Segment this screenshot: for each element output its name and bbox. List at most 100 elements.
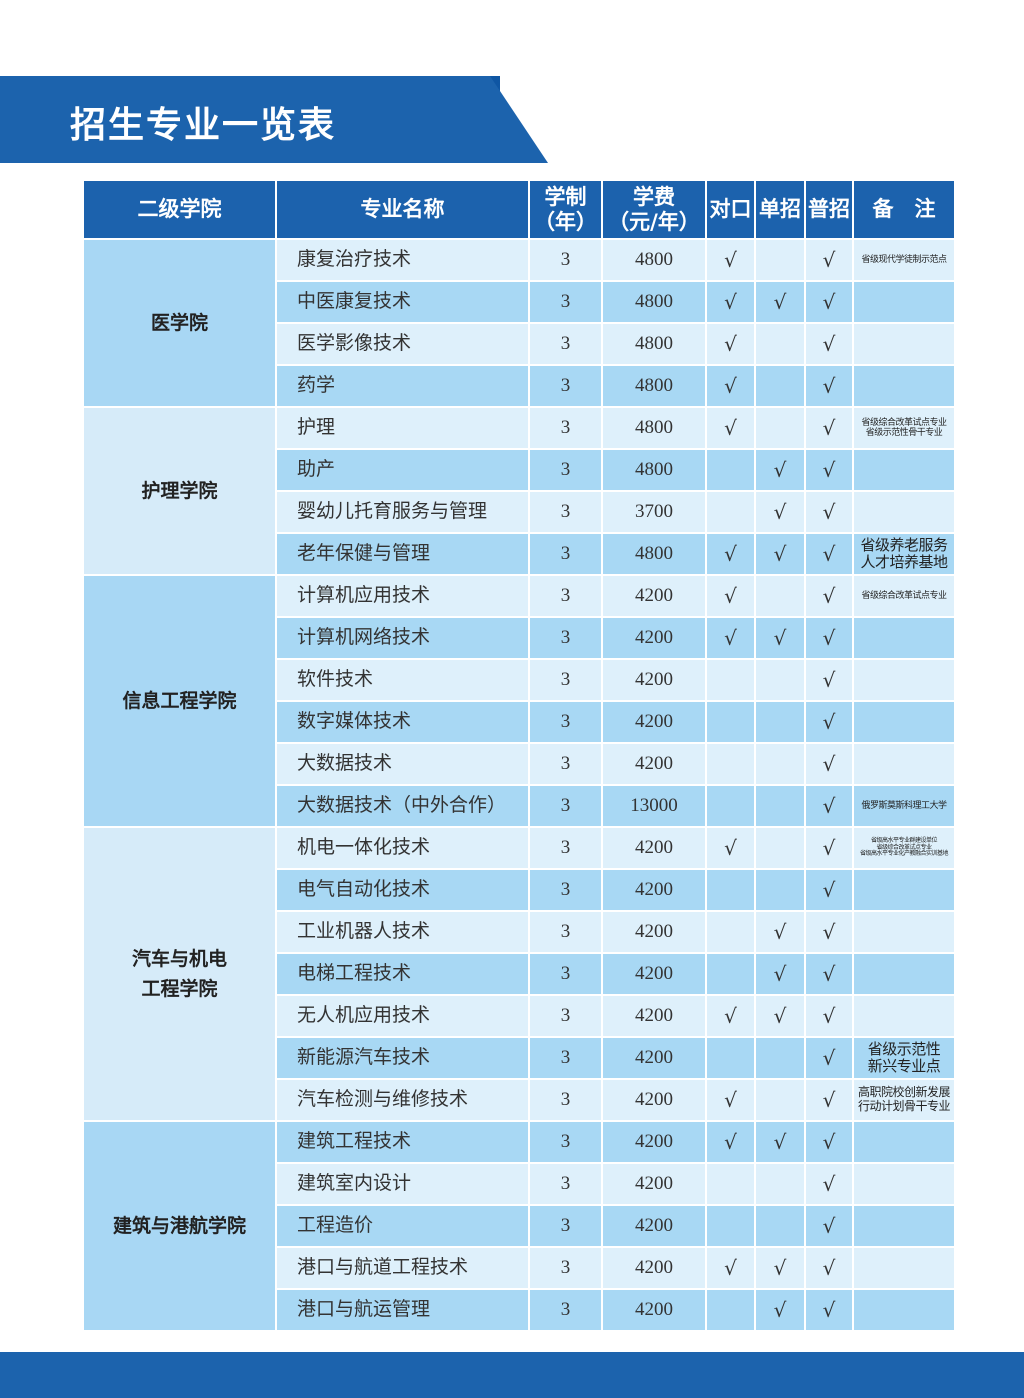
tuition: 4800	[602, 323, 706, 365]
puzhao-mark: √	[805, 575, 853, 617]
tuition: 4200	[602, 743, 706, 785]
puzhao-mark: √	[805, 491, 853, 533]
major-name: 康复治疗技术	[276, 239, 529, 281]
remark	[853, 1289, 955, 1331]
remark: 省级现代学徒制示范点	[853, 239, 955, 281]
danzhao-mark	[755, 827, 805, 869]
puzhao-mark: √	[805, 1163, 853, 1205]
remark	[853, 491, 955, 533]
years: 3	[529, 743, 602, 785]
college-name: 信息工程学院	[122, 689, 237, 712]
duikou-mark: √	[706, 239, 755, 281]
duikou-mark	[706, 911, 755, 953]
duikou-mark	[706, 953, 755, 995]
major-name: 机电一体化技术	[276, 827, 529, 869]
remark	[853, 701, 955, 743]
header-text: 二级学院	[137, 197, 222, 222]
duikou-mark	[706, 1205, 755, 1247]
years: 3	[529, 701, 602, 743]
years: 3	[529, 533, 602, 575]
years: 3	[529, 827, 602, 869]
puzhao-mark: √	[805, 281, 853, 323]
major-name: 工业机器人技术	[276, 911, 529, 953]
puzhao-mark: √	[805, 743, 853, 785]
tuition: 4200	[602, 617, 706, 659]
duikou-mark	[706, 449, 755, 491]
puzhao-mark: √	[805, 1247, 853, 1289]
years: 3	[529, 869, 602, 911]
tuition: 4800	[602, 407, 706, 449]
years: 3	[529, 1163, 602, 1205]
major-name: 汽车检测与维修技术	[276, 1079, 529, 1121]
major-name: 建筑工程技术	[276, 1121, 529, 1163]
years: 3	[529, 281, 602, 323]
college-name: 医学院	[150, 311, 208, 334]
duikou-mark: √	[706, 533, 755, 575]
remark	[853, 1247, 955, 1289]
danzhao-mark	[755, 659, 805, 701]
major-name: 电气自动化技术	[276, 869, 529, 911]
tuition: 4200	[602, 575, 706, 617]
years: 3	[529, 239, 602, 281]
major-name: 建筑室内设计	[276, 1163, 529, 1205]
college-cell: 建筑与港航学院	[83, 1121, 276, 1331]
danzhao-mark: √	[755, 449, 805, 491]
college-name: 工程学院	[141, 978, 218, 1000]
danzhao-mark: √	[755, 953, 805, 995]
duikou-mark: √	[706, 1079, 755, 1121]
column-header: 备 注	[853, 180, 955, 239]
puzhao-mark: √	[805, 827, 853, 869]
tuition: 4800	[602, 449, 706, 491]
major-name: 大数据技术（中外合作）	[276, 785, 529, 827]
major-name: 药学	[276, 365, 529, 407]
years: 3	[529, 1289, 602, 1331]
remark-line: 省级综合改革试点专业	[861, 417, 947, 428]
danzhao-mark	[755, 1037, 805, 1079]
column-header: 学费 （元/年）	[602, 180, 706, 239]
column-header: 单招	[755, 180, 805, 239]
years: 3	[529, 365, 602, 407]
title-banner	[0, 76, 548, 163]
remark	[853, 995, 955, 1037]
major-name: 港口与航运管理	[276, 1289, 529, 1331]
college-cell: 汽车与机电 工程学院	[83, 827, 276, 1121]
puzhao-mark: √	[805, 1079, 853, 1121]
puzhao-mark: √	[805, 701, 853, 743]
remark-line: 省级示范性	[867, 1039, 941, 1058]
remark	[853, 323, 955, 365]
duikou-mark	[706, 1289, 755, 1331]
major-name: 电梯工程技术	[276, 953, 529, 995]
header-text: （元/年）	[608, 209, 700, 234]
danzhao-mark: √	[755, 1289, 805, 1331]
remark: 高职院校创新发展 行动计划骨干专业	[853, 1079, 955, 1121]
major-name: 婴幼儿托育服务与管理	[276, 491, 529, 533]
remark: 省级养老服务 人才培养基地	[853, 533, 955, 575]
years: 3	[529, 575, 602, 617]
major-name: 数字媒体技术	[276, 701, 529, 743]
danzhao-mark	[755, 743, 805, 785]
remark	[853, 869, 955, 911]
remark-line: 省级示范性骨干专业	[865, 428, 943, 438]
remark: 省级综合改革试点专业 省级示范性骨干专业	[853, 407, 955, 449]
college-name: 汽车与机电	[131, 947, 227, 970]
tuition: 4800	[602, 239, 706, 281]
years: 3	[529, 323, 602, 365]
remark: 俄罗斯莫斯科理工大学	[853, 785, 955, 827]
years: 3	[529, 953, 602, 995]
major-name: 计算机网络技术	[276, 617, 529, 659]
tuition: 4200	[602, 995, 706, 1037]
header-text: 备 注	[872, 197, 936, 222]
college-name: 护理学院	[141, 479, 218, 502]
puzhao-mark: √	[805, 1289, 853, 1331]
tuition: 4200	[602, 1247, 706, 1289]
remark-line: 省级现代学徒制示范点	[861, 254, 947, 265]
tuition: 4200	[602, 1121, 706, 1163]
duikou-mark: √	[706, 365, 755, 407]
tuition: 4200	[602, 1163, 706, 1205]
college-name: 建筑与港航学院	[112, 1214, 246, 1237]
years: 3	[529, 1121, 602, 1163]
duikou-mark	[706, 1163, 755, 1205]
danzhao-mark	[755, 239, 805, 281]
remark-line: 省级高水平专业化产教融合实训基地	[859, 850, 949, 858]
